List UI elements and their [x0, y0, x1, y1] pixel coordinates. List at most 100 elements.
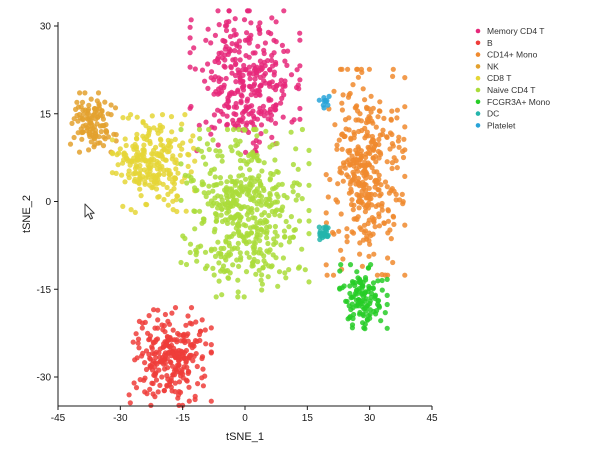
data-point [101, 123, 107, 129]
data-point [351, 202, 357, 208]
data-point [183, 347, 189, 354]
data-point [254, 133, 260, 139]
legend-marker [475, 75, 481, 81]
data-point [223, 75, 229, 82]
data-point [273, 59, 279, 66]
data-point [373, 203, 379, 209]
data-point [258, 83, 264, 89]
data-point [132, 141, 138, 148]
data-point [239, 172, 246, 178]
y-tick-label: 15 [40, 109, 52, 120]
data-point [390, 214, 397, 220]
data-point [402, 124, 408, 130]
data-point [256, 139, 262, 145]
data-point [178, 197, 184, 203]
data-point [261, 73, 267, 79]
data-point [252, 224, 258, 230]
legend-label: B [487, 38, 493, 48]
legend-marker [475, 111, 481, 116]
data-point [267, 144, 273, 150]
data-point [147, 386, 153, 392]
data-point [323, 210, 329, 216]
x-tick-label: -30 [113, 413, 128, 424]
data-point [234, 201, 240, 207]
data-point [362, 181, 368, 187]
x-tick-label: 15 [302, 413, 314, 424]
data-point [188, 138, 194, 144]
data-point [252, 240, 258, 246]
data-point [117, 146, 123, 152]
data-point [372, 224, 378, 230]
data-point [264, 224, 270, 230]
data-point [275, 169, 281, 175]
data-point [103, 128, 110, 134]
data-point [192, 226, 198, 232]
data-point [262, 40, 268, 46]
data-point [146, 313, 152, 319]
data-point [219, 153, 225, 159]
data-point [151, 157, 157, 163]
data-point [193, 319, 199, 325]
data-point [123, 152, 129, 158]
data-point [359, 127, 365, 134]
data-point [219, 89, 225, 95]
data-point [334, 142, 340, 148]
data-point [270, 186, 276, 192]
data-point [208, 398, 214, 404]
data-point [283, 218, 289, 225]
data-point [176, 362, 182, 368]
data-point [294, 84, 300, 91]
data-point [333, 197, 339, 203]
data-point [288, 214, 294, 220]
data-point [175, 170, 181, 176]
data-point [199, 182, 205, 188]
data-point [216, 78, 222, 84]
data-point [219, 218, 226, 225]
data-point [371, 216, 377, 222]
data-point [390, 259, 396, 266]
data-point [389, 108, 395, 114]
data-point [192, 185, 198, 191]
data-point [202, 78, 208, 84]
legend-marker [475, 87, 481, 93]
data-point [197, 208, 203, 214]
data-point [373, 124, 379, 130]
data-point [358, 148, 364, 154]
data-point [230, 262, 236, 268]
data-point [354, 150, 360, 156]
data-point [165, 337, 171, 343]
data-point [368, 139, 374, 145]
data-point [147, 336, 153, 342]
data-point [281, 8, 287, 14]
data-point [188, 352, 194, 358]
data-point [214, 56, 221, 63]
data-point [259, 198, 265, 204]
data-point [188, 103, 194, 110]
data-point [364, 233, 370, 239]
data-point [338, 211, 344, 217]
data-point [285, 48, 291, 54]
data-point [197, 136, 203, 142]
data-point [351, 311, 357, 318]
data-point [151, 307, 157, 313]
data-point [278, 100, 284, 106]
data-point [215, 239, 221, 245]
data-point [169, 388, 175, 394]
data-point [376, 211, 382, 217]
data-point [257, 182, 263, 188]
data-point [180, 352, 186, 358]
data-point [202, 327, 208, 333]
data-point [250, 151, 256, 157]
data-point [349, 197, 355, 203]
data-point [252, 50, 258, 56]
data-point [224, 126, 231, 133]
data-point [350, 169, 356, 175]
data-point [257, 58, 263, 64]
series-platelet [316, 93, 332, 111]
data-point [264, 230, 270, 236]
data-point [349, 153, 355, 159]
data-point [88, 96, 94, 102]
data-point [223, 101, 230, 107]
data-point [378, 318, 384, 324]
